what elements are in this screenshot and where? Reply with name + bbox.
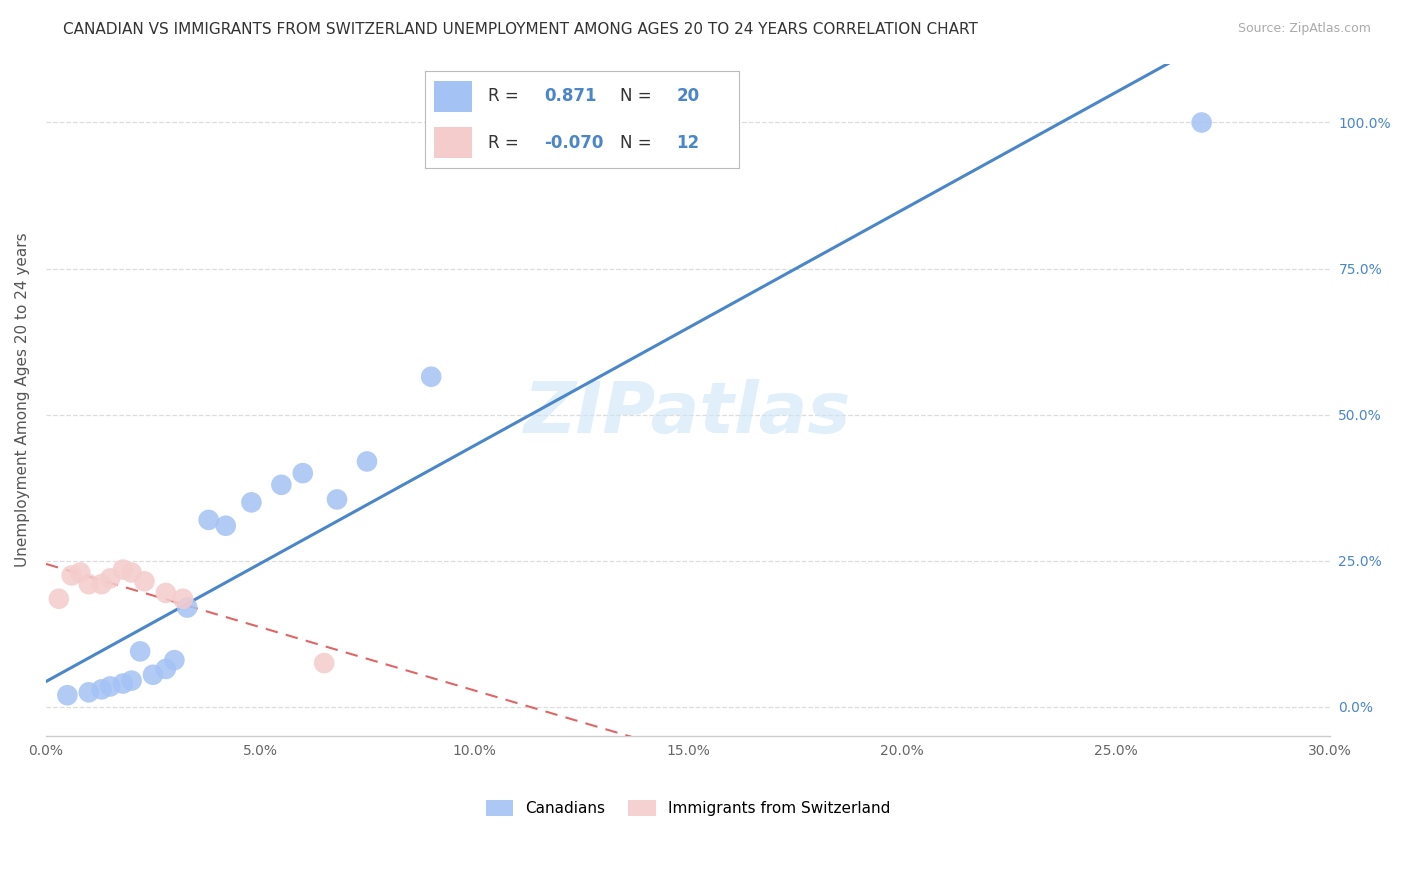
Point bbox=[155, 662, 177, 676]
Point bbox=[90, 682, 112, 697]
Text: ZIPatlas: ZIPatlas bbox=[524, 379, 852, 448]
Point bbox=[111, 676, 134, 690]
Point bbox=[121, 673, 143, 688]
Point bbox=[56, 688, 79, 702]
Point bbox=[215, 518, 238, 533]
Point bbox=[90, 577, 112, 591]
Point bbox=[420, 369, 443, 384]
Point bbox=[60, 568, 83, 582]
Point bbox=[121, 566, 143, 580]
Point bbox=[1191, 115, 1213, 129]
Point bbox=[98, 571, 121, 585]
Point bbox=[129, 644, 152, 658]
Y-axis label: Unemployment Among Ages 20 to 24 years: Unemployment Among Ages 20 to 24 years bbox=[15, 233, 30, 567]
Point bbox=[155, 586, 177, 600]
Text: Source: ZipAtlas.com: Source: ZipAtlas.com bbox=[1237, 22, 1371, 36]
Point bbox=[69, 566, 91, 580]
Point bbox=[98, 680, 121, 694]
Text: CANADIAN VS IMMIGRANTS FROM SWITZERLAND UNEMPLOYMENT AMONG AGES 20 TO 24 YEARS C: CANADIAN VS IMMIGRANTS FROM SWITZERLAND … bbox=[63, 22, 979, 37]
Point bbox=[356, 454, 378, 468]
Point bbox=[48, 591, 70, 606]
Point bbox=[197, 513, 219, 527]
Point bbox=[172, 591, 194, 606]
Point bbox=[326, 492, 349, 507]
Point bbox=[163, 653, 186, 667]
Point bbox=[240, 495, 263, 509]
Point bbox=[77, 577, 100, 591]
Point bbox=[291, 466, 314, 480]
Point bbox=[270, 478, 292, 492]
Legend: Canadians, Immigrants from Switzerland: Canadians, Immigrants from Switzerland bbox=[479, 794, 897, 822]
Point bbox=[77, 685, 100, 699]
Point bbox=[314, 656, 336, 670]
Point bbox=[134, 574, 156, 589]
Point bbox=[142, 667, 165, 681]
Point bbox=[176, 600, 198, 615]
Point bbox=[111, 563, 134, 577]
